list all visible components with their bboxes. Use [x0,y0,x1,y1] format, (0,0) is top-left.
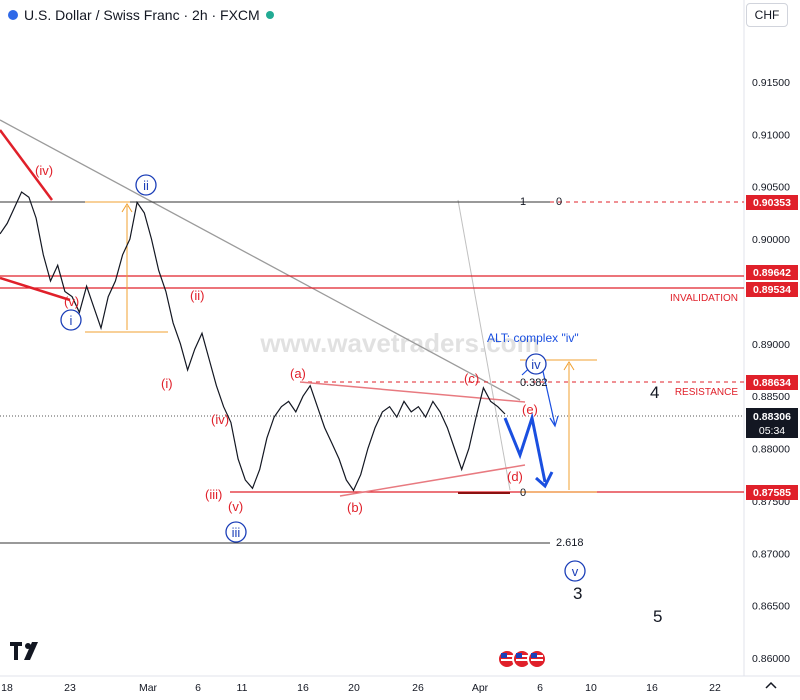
wave-labels: (iv) (v) i ii (i) (ii) (iii) (iv) (v) ii… [35,163,662,626]
wave-label-ii-paren: (ii) [190,288,204,303]
wave-label-iv-paren: (iv) [35,163,53,178]
wave-label-iv-paren-2: (iv) [211,412,229,427]
y-tick-label: 0.90500 [752,182,790,194]
wave-label-v-paren-2: (v) [228,499,243,514]
price-label-90353-bg [746,195,798,210]
wave-circle-ii [135,174,157,196]
y-tick-label: 0.88500 [752,391,790,403]
current-price-label: 0.88306 [753,411,791,423]
x-tick-label: 26 [412,682,424,694]
price-label-88634-bg [746,375,798,390]
currency-selector[interactable]: CHF [746,3,788,27]
tradingview-logo-icon[interactable] [10,640,44,667]
wave-label-iv: iv [531,357,541,372]
fib-label-1: 1 [520,196,526,208]
x-tick-label: 16 [297,682,309,694]
wave-label-e: (e) [522,402,538,417]
resistance-label: RESISTANCE [675,387,738,398]
y-tick-label: 0.86500 [752,601,790,613]
x-tick-label: Apr [472,682,489,694]
wave-label-ii: ii [143,178,149,193]
price-label-89642-bg [746,265,798,280]
fib-label-0382: 0.382 [520,377,548,389]
fib-label-2618: 2.618 [556,537,584,549]
x-tick-label: 6 [537,682,543,694]
prior-wave-line-lower [0,276,71,302]
price-series-line [0,191,506,492]
wave-label-iii: iii [232,525,241,540]
prior-wave-line [0,129,54,201]
wave-circle-i [60,309,82,331]
symbol-title[interactable]: U.S. Dollar / Swiss Franc · 2h · FXCM [24,7,260,23]
fib-label-0-bottom: 0 [520,487,526,499]
fib-measure-left [85,201,168,333]
wave-label-i: i [70,313,73,328]
symbol-flag-icon [8,10,18,20]
y-tick-label: 0.89000 [752,339,790,351]
triangle-upper-line [299,381,526,403]
wave-circle-iii [225,521,247,543]
x-tick-label: 18 [1,682,13,694]
price-labels: 0.90353 0.89642 0.89534 0.88634 0.88306 … [746,195,798,500]
x-tick-label: 23 [64,682,76,694]
y-tick-label: 0.86000 [752,653,790,665]
chart-header: U.S. Dollar / Swiss Franc · 2h · FXCM [0,0,274,30]
current-price-label-bg [746,408,798,438]
fib-label-0-top: 0 [556,196,562,208]
y-tick-label: 0.90000 [752,234,790,246]
wave-label-iii-paren: (iii) [205,487,222,502]
price-label-87585: 0.87585 [753,487,791,499]
price-label-89534: 0.89534 [753,284,791,296]
y-tick-label: 0.91000 [752,129,790,141]
y-tick-label: 0.88000 [752,444,790,456]
market-status-icon [265,11,274,19]
wave-label-v-paren: (v) [64,294,79,309]
x-tick-label: 16 [646,682,658,694]
wave-label-i-paren: (i) [161,376,173,391]
wave-circle-iv [525,353,547,375]
price-label-89534-bg [746,282,798,297]
wave-label-4: 4 [650,383,659,402]
alt-path-arrowhead [549,415,559,428]
price-label-87585-bg [746,485,798,500]
price-axis[interactable] [744,0,800,700]
countdown-label: 05:34 [759,425,785,437]
economic-events-icons[interactable] [496,648,548,675]
x-tick-label: Mar [139,682,158,694]
us-flag-icon-3 [527,649,547,669]
wave-circle-v [564,560,586,582]
chart-settings-icon[interactable] [763,678,779,699]
triangle-lower-line [339,464,526,497]
x-tick-label: 6 [195,682,201,694]
alt-scenario-label: ALT: complex "iv" [487,331,579,345]
wave-label-5: 5 [653,607,662,626]
x-tick-label: 10 [585,682,597,694]
wave-label-b: (b) [347,500,363,515]
x-tick-label: 22 [709,682,721,694]
wave-label-v: v [572,564,579,579]
descending-trendline [0,119,521,401]
wave-label-c: (c) [464,371,479,386]
invalidation-label: INVALIDATION [670,293,738,304]
price-label-88634: 0.88634 [753,377,791,389]
watermark: www.wavetraders.com [259,328,539,358]
wave-label-3: 3 [573,584,582,603]
wave-label-d: (d) [507,469,523,484]
wave-label-a: (a) [290,366,306,381]
x-tick-label: 11 [237,682,248,694]
projected-path-arrowhead [535,471,554,489]
time-axis-ticks: 18 23 Mar 6 11 16 20 26 Apr 6 10 16 22 [1,682,721,694]
x-tick-label: 20 [348,682,360,694]
price-label-90353: 0.90353 [753,197,791,209]
projected-path-arrow [503,412,547,483]
projection-line [457,199,511,491]
y-tick-label: 0.91500 [752,77,790,89]
price-label-89642: 0.89642 [753,267,791,279]
y-tick-label: 0.87000 [752,548,790,560]
price-axis-ticks: 0.915000.910000.905000.900000.895000.890… [752,77,790,665]
